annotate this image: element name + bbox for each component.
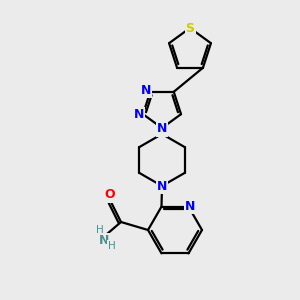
- Text: N: N: [185, 200, 196, 213]
- Text: S: S: [185, 22, 194, 34]
- Text: H: H: [108, 241, 116, 251]
- Text: N: N: [99, 233, 109, 247]
- Text: N: N: [134, 108, 144, 121]
- Text: O: O: [105, 188, 115, 202]
- Text: N: N: [157, 122, 167, 136]
- Text: N: N: [157, 179, 167, 193]
- Text: H: H: [96, 225, 104, 235]
- Text: N: N: [141, 84, 152, 97]
